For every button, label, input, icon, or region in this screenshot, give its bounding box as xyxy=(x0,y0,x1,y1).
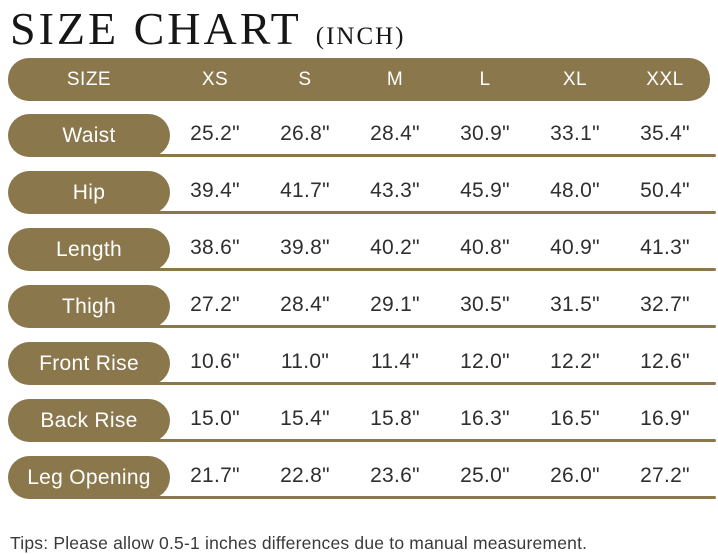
size-chart-table: SIZE XS S M L XL XXL Waist 25.2" 26.8" 28.4" 30.9"… xyxy=(8,58,716,499)
value-cell: 41.7" xyxy=(280,178,330,202)
value-cell: 12.0" xyxy=(460,349,510,373)
value-cell: 11.0" xyxy=(280,349,330,373)
value-cell: 16.3" xyxy=(460,406,510,430)
value-cell: 28.4" xyxy=(280,292,330,316)
value-cell: 25.0" xyxy=(460,463,510,487)
header-cell-s: S xyxy=(298,68,312,90)
value-cell: 32.7" xyxy=(640,292,690,316)
value-cell: 21.7" xyxy=(190,463,240,487)
value-cell: 16.9" xyxy=(640,406,690,430)
header-cell-m: M xyxy=(386,68,404,90)
value-cell: 40.8" xyxy=(460,235,510,259)
value-cell: 15.0" xyxy=(190,406,240,430)
header-cell-xs: XS xyxy=(201,68,229,90)
value-cell: 29.1" xyxy=(370,292,420,316)
value-cell: 11.4" xyxy=(370,349,420,373)
value-cell: 40.2" xyxy=(370,235,420,259)
row-label-pill: Leg Opening xyxy=(8,456,170,499)
value-cell: 41.3" xyxy=(640,235,690,259)
value-cell: 43.3" xyxy=(370,178,420,202)
value-cell: 27.2" xyxy=(640,463,690,487)
row-label-pill: Back Rise xyxy=(8,399,170,442)
value-cell: 48.0" xyxy=(550,178,600,202)
value-cell: 10.6" xyxy=(190,349,240,373)
row-underline xyxy=(28,382,716,385)
tips-footnote: Tips: Please allow 0.5-1 inches differen… xyxy=(10,533,588,553)
table-header-row: SIZE XS S M L XL XXL xyxy=(8,58,710,101)
table-row: Length 38.6" 39.8" 40.2" 40.8" 40.9" 41.3" xyxy=(8,228,716,271)
row-label-pill: Thigh xyxy=(8,285,170,328)
row-label-pill: Waist xyxy=(8,114,170,157)
value-cell: 12.2" xyxy=(550,349,600,373)
value-cell: 39.4" xyxy=(190,178,240,202)
row-label-pill: Length xyxy=(8,228,170,271)
value-cell: 15.8" xyxy=(370,406,420,430)
value-cell: 23.6" xyxy=(370,463,420,487)
value-cell: 16.5" xyxy=(550,406,600,430)
row-underline xyxy=(28,325,716,328)
value-cell: 30.5" xyxy=(460,292,510,316)
table-row: Waist 25.2" 26.8" 28.4" 30.9" 33.1" 35.4" xyxy=(8,114,716,157)
title-unit: (INCH) xyxy=(315,23,406,50)
value-cell: 31.5" xyxy=(550,292,600,316)
value-cell: 27.2" xyxy=(190,292,240,316)
table-row: Front Rise 10.6" 11.0" 11.4" 12.0" 12.2" 12.6" xyxy=(8,342,716,385)
row-label-pill: Hip xyxy=(8,171,170,214)
value-cell: 25.2" xyxy=(190,121,240,145)
value-cell: 38.6" xyxy=(190,235,240,259)
table-row: Leg Opening 21.7" 22.8" 23.6" 25.0" 26.0" 27.2… xyxy=(8,456,716,499)
row-underline xyxy=(28,211,716,214)
header-cell-size: SIZE xyxy=(66,68,112,90)
header-cell-l: L xyxy=(479,68,491,90)
value-cell: 50.4" xyxy=(640,178,690,202)
row-underline xyxy=(28,154,716,157)
row-label-pill: Front Rise xyxy=(8,342,170,385)
value-cell: 28.4" xyxy=(370,121,420,145)
value-cell: 40.9" xyxy=(550,235,600,259)
table-row: Thigh 27.2" 28.4" 29.1" 30.5" 31.5" 32.7" xyxy=(8,285,716,328)
page-title: SIZE CHART (INCH) xyxy=(8,4,710,58)
title-text: SIZE CHART xyxy=(10,3,302,54)
value-cell: 15.4" xyxy=(280,406,330,430)
row-underline xyxy=(28,496,716,499)
table-body: Waist 25.2" 26.8" 28.4" 30.9" 33.1" 35.4" Hip 39… xyxy=(8,114,716,499)
value-cell: 30.9" xyxy=(460,121,510,145)
value-cell: 39.8" xyxy=(280,235,330,259)
header-cell-xxl: XXL xyxy=(646,68,684,90)
value-cell: 26.8" xyxy=(280,121,330,145)
value-cell: 26.0" xyxy=(550,463,600,487)
value-cell: 33.1" xyxy=(550,121,600,145)
table-row: Back Rise 15.0" 15.4" 15.8" 16.3" 16.5" 16.9" xyxy=(8,399,716,442)
value-cell: 12.6" xyxy=(640,349,690,373)
value-cell: 35.4" xyxy=(640,121,690,145)
value-cell: 45.9" xyxy=(460,178,510,202)
row-underline xyxy=(28,439,716,442)
header-cell-xl: XL xyxy=(562,68,588,90)
row-underline xyxy=(28,268,716,271)
value-cell: 22.8" xyxy=(280,463,330,487)
table-row: Hip 39.4" 41.7" 43.3" 45.9" 48.0" 50.4" xyxy=(8,171,716,214)
